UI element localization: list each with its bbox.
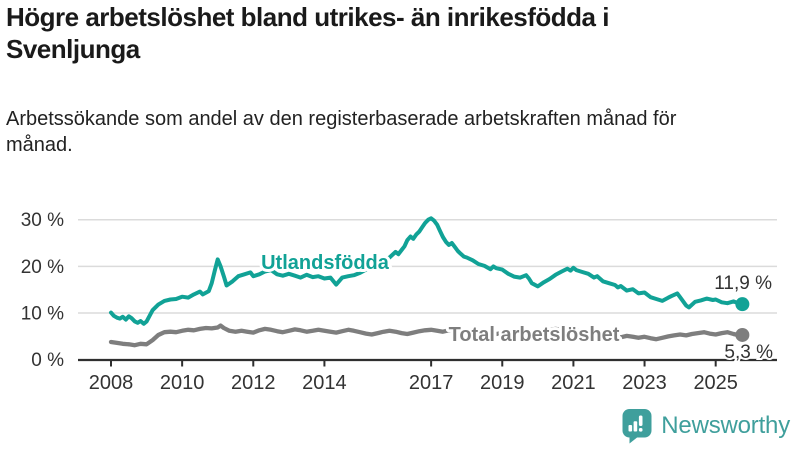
x-tick-label: 2008 [89, 372, 134, 394]
x-tick-label: 2017 [409, 372, 454, 394]
newsworthy-logo-text: Newsworthy [661, 412, 790, 439]
y-tick-label: 0 % [31, 350, 64, 371]
y-tick-label: 30 % [21, 210, 64, 231]
end-value-label: 5,3 % [724, 342, 773, 363]
unemployment-line-chart: 2008 2010 2012 2014 2017 2019 2021 2023 2025 0 % 1… [21, 210, 777, 394]
series-end-dot [735, 327, 750, 342]
series-line-utlandsfodda [109, 216, 745, 326]
end-value-label: 11,9 % [714, 273, 772, 294]
y-tick-label: 10 % [21, 304, 64, 325]
x-tick-label: 2023 [622, 372, 667, 394]
series-label: Total arbetslöshet [449, 324, 620, 346]
y-tick-label: 20 % [21, 257, 64, 278]
series-label: Utlandsfödda [261, 252, 390, 274]
newsworthy-logo[interactable]: Newsworthy [622, 408, 790, 444]
series-line-total [108, 323, 745, 348]
x-tick-label: 2012 [231, 372, 276, 394]
x-tick-label: 2014 [302, 372, 347, 394]
series-end-dot [735, 297, 750, 312]
x-tick-label: 2025 [693, 372, 738, 394]
page-subtitle: Arbetssökande som andel av den registerb… [6, 108, 677, 157]
bar-chart-speech-bubble-icon [622, 409, 652, 444]
x-tick-label: 2010 [160, 372, 205, 394]
x-tick-label: 2021 [551, 372, 596, 394]
page-title: Högre arbetslöshet bland utrikes- än inr… [6, 2, 609, 64]
x-tick-label: 2019 [480, 372, 525, 394]
